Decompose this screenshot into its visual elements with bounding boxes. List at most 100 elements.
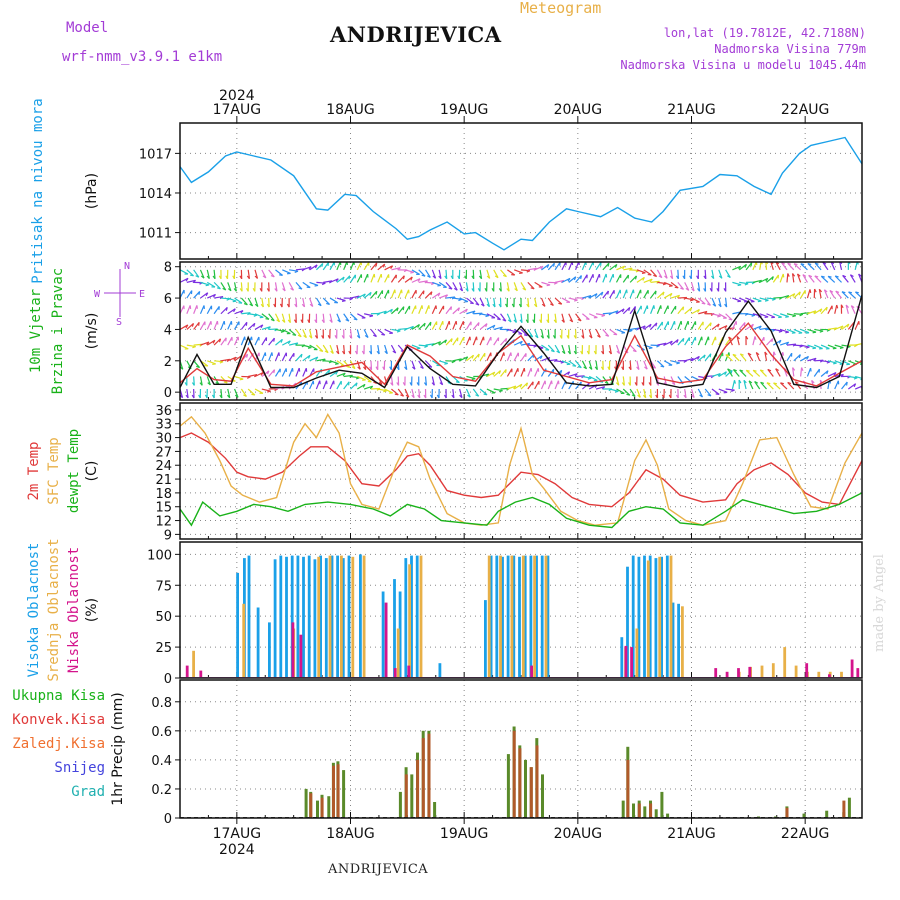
wind-barb-head (475, 394, 479, 397)
clouds-bar (185, 665, 189, 678)
wind-barb-head (273, 303, 276, 308)
clouds-bar (296, 555, 300, 678)
wind-barb (820, 370, 829, 377)
wind-barb-head (518, 303, 522, 308)
wind-barb (736, 336, 740, 346)
wind-barb (841, 323, 850, 330)
wind-barb-head (223, 381, 228, 384)
wind-barb (220, 388, 223, 399)
wind-barb (363, 375, 372, 383)
wind-barb (289, 269, 299, 272)
precip-bar (327, 796, 331, 818)
wind-barb (206, 376, 211, 386)
wind-barb (561, 380, 567, 390)
wind-barb-head (355, 377, 360, 380)
wind-barb (261, 337, 268, 346)
wind-barb (808, 274, 815, 283)
wind-barb (540, 329, 544, 339)
wind-barb-head (703, 354, 706, 359)
wind-barb (513, 368, 519, 377)
wind-barb-head (266, 288, 270, 292)
wind-barb (588, 313, 598, 319)
wind-barb (288, 282, 295, 291)
wind-barb (288, 328, 297, 336)
wind-barb (766, 313, 776, 318)
wind-barb-head (378, 382, 383, 385)
wind-barb (823, 289, 829, 299)
wind-barb-head (653, 274, 657, 278)
wind-barb (390, 289, 396, 299)
clouds-bar (199, 670, 203, 678)
wind-barb (459, 282, 464, 292)
wind-barb-head (499, 390, 503, 393)
wind-barb-head (451, 394, 455, 399)
y-tick-label: 4 (164, 323, 172, 338)
wind-barb-head (369, 292, 372, 296)
wind-barb (690, 282, 695, 292)
clouds-bar (714, 668, 718, 678)
wind-barb (452, 297, 462, 300)
wind-barb-head (626, 393, 631, 396)
wind-barb (322, 262, 329, 271)
wind-barb-head (758, 325, 762, 330)
clouds-bar (247, 555, 251, 678)
wind-barb-head (286, 303, 290, 308)
legend-label: Konvek.Kisa (12, 712, 105, 728)
wind-barb-head (704, 311, 708, 315)
precip-bar (654, 809, 658, 818)
wind-barb (602, 262, 610, 271)
clouds-bar (794, 665, 798, 678)
wind-barb-head (800, 263, 805, 266)
wind-barb-head (835, 275, 839, 278)
wind-barb-head (402, 382, 406, 386)
wind-barb (357, 293, 366, 299)
wind-barb-head (523, 334, 528, 337)
clouds-bar (313, 559, 317, 678)
wind-barb (766, 382, 774, 390)
wind-barb-head (298, 287, 303, 290)
wind-barb-head (732, 353, 737, 356)
wind-barb (254, 324, 264, 330)
wind-barb (390, 344, 397, 354)
wind-barb (847, 322, 855, 330)
clouds-bar (771, 663, 775, 678)
wind-barb-head (641, 272, 646, 274)
wind-barb-head (308, 266, 312, 270)
wind-barb-head (243, 303, 248, 306)
wind-barb-head (559, 335, 563, 339)
wind-barb (506, 282, 510, 292)
wind-barb-head (326, 302, 330, 306)
wind-barb (855, 375, 862, 380)
wind-barb-head (279, 303, 283, 308)
wind-barb (500, 313, 507, 322)
wind-barb-head (327, 335, 331, 339)
wind-barb (507, 328, 517, 333)
wind-barb-head (491, 288, 495, 292)
wind-barb-head (477, 353, 480, 358)
wind-barb (363, 385, 373, 390)
wind-barb (220, 358, 230, 362)
wind-barb (738, 322, 746, 330)
wind-barb (370, 262, 378, 271)
wind-barb (767, 369, 774, 377)
wind-barb (261, 388, 271, 392)
wind-barb (234, 310, 244, 315)
wind-barb-head (321, 282, 326, 286)
y-tick-label: 0 (164, 812, 172, 827)
wind-barb (445, 269, 448, 279)
wind-barb-head (498, 288, 502, 292)
wind-barb (343, 381, 350, 390)
wind-barb (574, 345, 577, 355)
wind-barb-head (225, 275, 229, 280)
wind-barb-head (662, 291, 665, 296)
wind-barb-head (567, 278, 571, 282)
wind-barb-head (355, 382, 358, 387)
wind-barb-head (457, 307, 460, 312)
wind-barb (384, 289, 390, 299)
wind-barb-head (725, 354, 730, 357)
wind-barb (364, 313, 374, 317)
wind-barb-head (825, 306, 828, 311)
wind-barb-head (341, 300, 346, 302)
wind-barb-head (195, 275, 200, 278)
clouds-bar (535, 555, 538, 678)
